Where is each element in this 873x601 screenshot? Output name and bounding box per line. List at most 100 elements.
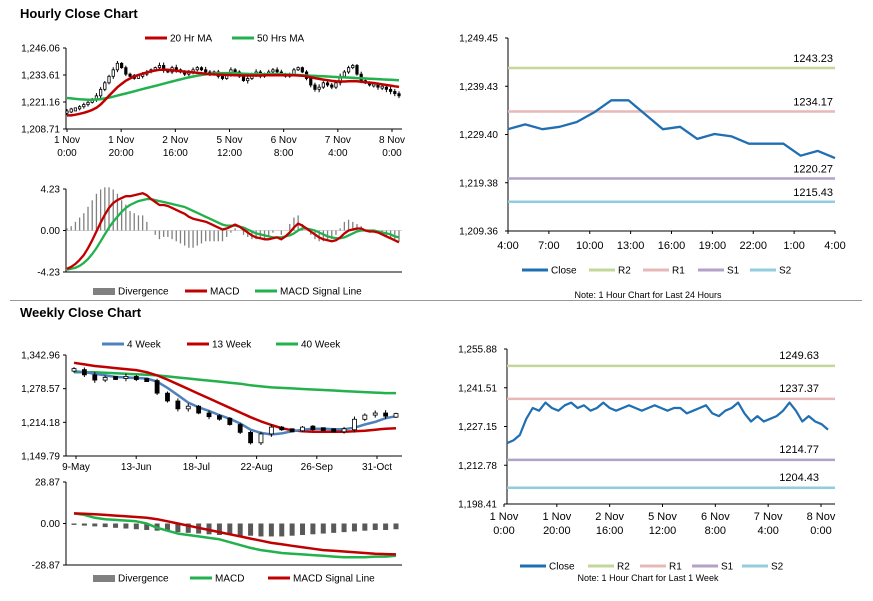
hourly-price-x-tick-label: 1 Nov [54, 135, 80, 146]
hourly-legend-divergence-label: Divergence [118, 287, 169, 298]
weekly-divergence-bar [300, 523, 306, 535]
hourly-price-candle-body [351, 65, 355, 69]
weekly-price-candle-body [393, 413, 399, 418]
hourly-price-x-tick-label: 4:00 [328, 148, 348, 159]
weekly-pivot-legend-s1-label: S1 [721, 562, 734, 573]
weekly-price-candle-body [341, 428, 347, 433]
hourly-pivot-legend-r2-label: R2 [618, 266, 631, 277]
weekly-divergence-bar [92, 523, 98, 527]
hourly-price-candle-body [65, 110, 69, 114]
hourly-price-x-tick-label: 12:00 [217, 148, 242, 159]
weekly-4wk-line [73, 369, 397, 436]
weekly-price-candle-body [102, 377, 108, 381]
hourly-price-candle-body [120, 62, 124, 69]
hourly-pivot-y-tick-label: 1,249.45 [459, 34, 498, 45]
hourly-price-candle-body [157, 65, 162, 69]
weekly-pivot-legend-r1-label: R1 [669, 562, 682, 573]
weekly-divergence-bar [237, 523, 243, 536]
hourly-legend-macd-label: MACD [210, 287, 239, 298]
hourly-price-candle-body [271, 69, 275, 73]
hourly-price-candle-body [334, 82, 338, 88]
weekly-pivot-close-line [506, 401, 829, 445]
hourly-pivot-x-tick-label: 4:00 [497, 240, 518, 252]
weekly-price-candle-body [268, 426, 274, 435]
hourly-pivot-legend-close-label: Close [551, 266, 577, 277]
weekly-price-candle-body [289, 428, 295, 433]
hourly-legend-ma50-label: 50 Hrs MA [257, 34, 305, 45]
hourly-price-y-tick-label: 1,221.16 [21, 98, 60, 109]
weekly-pivot-y-tick-label: 1,255.88 [458, 345, 497, 356]
hourly-price-candle-body [380, 85, 384, 89]
weekly-divergence-bar [320, 523, 326, 534]
hourly-pivot-s1-label: 1220.27 [793, 163, 833, 175]
hourly-price-candle-body [384, 86, 388, 90]
hourly-price-candle-body [388, 88, 393, 92]
weekly-price-y-tick-label: 1,149.79 [21, 452, 60, 463]
hourly-macd-y-tick-label: 4.23 [41, 185, 61, 196]
hourly-price-x-tick-label: 1 Nov [108, 135, 134, 146]
hourly-price-candle-body [317, 86, 321, 90]
hourly-pivot-x-tick-label: 10:00 [576, 240, 604, 252]
hourly-price-x-tick-label: 5 Nov [216, 135, 242, 146]
hourly-pivot-x-tick-label: 7:00 [538, 240, 559, 252]
weekly-pivot-x-tick-label: 5 Nov [648, 511, 677, 523]
weekly-pivot-x-tick-label: 2 Nov [595, 511, 624, 523]
hourly-pivot-s2-label: 1215.43 [793, 187, 833, 199]
weekly-price-candle-body [300, 426, 305, 432]
weekly-divergence-bar [383, 523, 389, 530]
weekly-price-candle-body [185, 405, 191, 410]
hourly-pivot-r2-label: 1243.23 [793, 53, 833, 65]
hourly-price-candle-body [241, 75, 246, 82]
hourly-pivot-legend-s2-label: S2 [779, 266, 792, 277]
hourly-pivot-x-tick-label: 22:00 [739, 240, 767, 252]
weekly-divergence-bar [216, 523, 222, 535]
weekly-divergence-bar [393, 523, 399, 530]
weekly-divergence-bar [144, 523, 150, 530]
hourly-price-y-tick-label: 1,208.71 [21, 125, 60, 136]
weekly-pivot-x-tick-label: 0:00 [493, 525, 514, 537]
hourly-price-y-tick-label: 1,246.06 [21, 44, 60, 55]
weekly-price-x-tick-label: 13-Jun [121, 462, 152, 473]
hourly-price-candle-body [355, 65, 359, 75]
weekly-macd-line [73, 512, 397, 559]
hourly-price-x-tick-label: 16:00 [163, 148, 188, 159]
weekly-price-candle-body [113, 376, 118, 380]
hourly-legend-signal-label: MACD Signal Line [280, 287, 362, 298]
hourly-price-candle-body [124, 67, 128, 75]
weekly-pivot-y-tick-label: 1,227.15 [458, 422, 497, 433]
weekly-price-candle-body [154, 380, 160, 394]
hourly-pivot-y-tick-label: 1,229.40 [459, 130, 498, 141]
weekly-divergence-bar [248, 523, 254, 536]
weekly-price-x-tick-label: 9-May [62, 462, 90, 473]
weekly-price-candle-body [206, 412, 212, 418]
hourly-price-candle-body [78, 106, 82, 110]
hourly-price-candle-body [342, 71, 346, 77]
weekly-divergence-bar [113, 523, 119, 528]
hourly-price-candle-body [199, 67, 204, 71]
weekly-price-candle-body [227, 417, 233, 425]
weekly-pivot-x-tick-label: 8:00 [705, 525, 726, 537]
hourly-macd-y-tick-label: -4.23 [37, 268, 60, 279]
hourly-price-x-tick-label: 7 Nov [325, 135, 351, 146]
weekly-divergence-bar [185, 523, 191, 533]
hourly-pivot-y-tick-label: 1,239.43 [459, 82, 498, 93]
hourly-price-candle-body [376, 84, 380, 88]
weekly-legend-40wk-label: 40 Week [301, 340, 341, 351]
weekly-price-x-tick-label: 18-Jul [183, 462, 210, 473]
weekly-pivot-x-tick-label: 7 Nov [754, 511, 783, 523]
weekly-price-candle-body [217, 415, 222, 420]
weekly-price-candle-body [81, 369, 87, 376]
hourly-price-candle-body [69, 108, 73, 113]
weekly-price-candle-body [248, 431, 253, 444]
hourly-price-candle-body [300, 67, 304, 73]
weekly-divergence-bar [268, 523, 274, 537]
weekly-pivot-legend-close-label: Close [549, 562, 575, 573]
hourly-price-candle-body [325, 82, 330, 86]
weekly-divergence-bar [123, 523, 129, 529]
weekly-pivot-x-tick-label: 20:00 [543, 525, 571, 537]
hourly-price-y-tick-label: 1,233.61 [21, 71, 60, 82]
hourly-pivot-x-tick-label: 19:00 [699, 240, 727, 252]
hourly-price-x-tick-label: 6 Nov [271, 135, 297, 146]
weekly-divergence-bar [258, 523, 264, 537]
